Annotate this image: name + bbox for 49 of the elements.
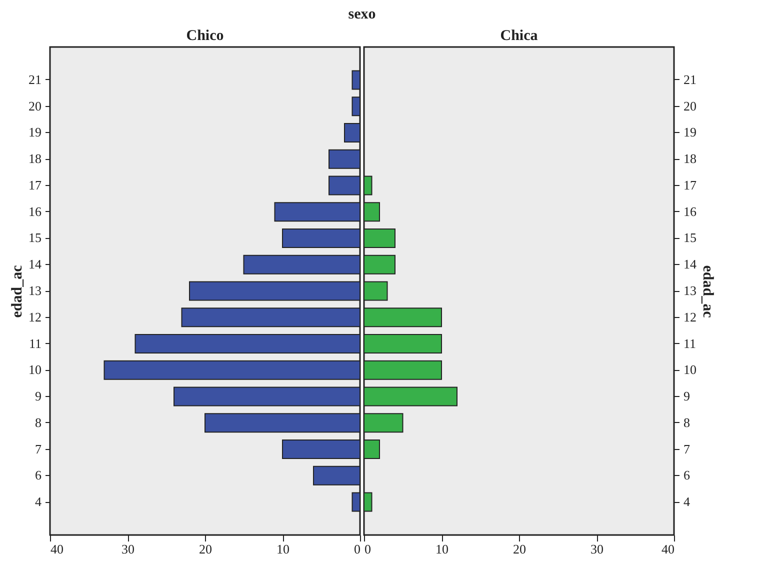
x-tick-label: 40 [662,542,674,556]
chart-title: Chico [186,28,224,44]
y-tick-label: 15 [28,230,42,246]
chart-title: Chica [500,28,538,44]
x-tick-label: 30 [590,542,604,556]
y-tick-label: 4 [684,494,690,510]
y-tick-label: 18 [684,151,696,166]
y-tick-label: 21 [28,72,42,87]
x-tick-label: 20 [513,542,526,556]
y-tick-label: 20 [684,98,696,114]
y-tick-label: 19 [28,124,42,140]
y-tick-label: 7 [684,441,690,456]
y-tick-label: 17 [684,177,697,192]
y-tick-label: 10 [684,362,696,378]
y-tick-label: 11 [684,336,696,351]
y-tick-label: 8 [35,414,42,430]
y-tick-label: 7 [35,441,42,456]
y-tick-label: 14 [28,256,42,272]
y-axis-title: edad_ac [10,264,26,318]
x-tick-label: 40 [50,542,64,556]
y-tick-label: 4 [35,494,42,510]
x-tick-label: 10 [276,542,290,556]
y-tick-label: 19 [684,124,696,140]
y-tick-label: 9 [35,388,42,404]
y-axis-title: edad_ac [700,265,716,318]
y-tick-label: 20 [28,98,42,114]
y-tick-label: 15 [684,230,696,246]
y-tick-label: 13 [684,283,696,298]
x-tick-label: 30 [122,542,134,556]
y-tick-label: 6 [35,468,42,483]
y-tick-label: 12 [28,309,42,324]
y-tick-label: 18 [28,151,42,166]
y-tick-label: 11 [28,336,42,351]
x-tick-label: 10 [436,542,448,556]
y-tick-label: 10 [28,362,42,378]
y-tick-label: 9 [684,388,690,404]
x-tick-label: 0 [364,542,371,556]
y-tick-label: 21 [684,72,696,87]
x-tick-label: 20 [199,542,212,556]
y-tick-label: 17 [28,177,42,192]
y-tick-label: 16 [684,204,697,219]
x-tick-label: 0 [354,542,360,556]
y-tick-label: 13 [28,283,42,298]
y-tick-label: 14 [684,256,697,272]
y-tick-label: 6 [684,468,690,483]
y-tick-label: 16 [28,204,42,219]
y-tick-label: 8 [684,414,690,430]
text: sexo [348,6,376,22]
y-tick-label: 12 [684,309,696,324]
